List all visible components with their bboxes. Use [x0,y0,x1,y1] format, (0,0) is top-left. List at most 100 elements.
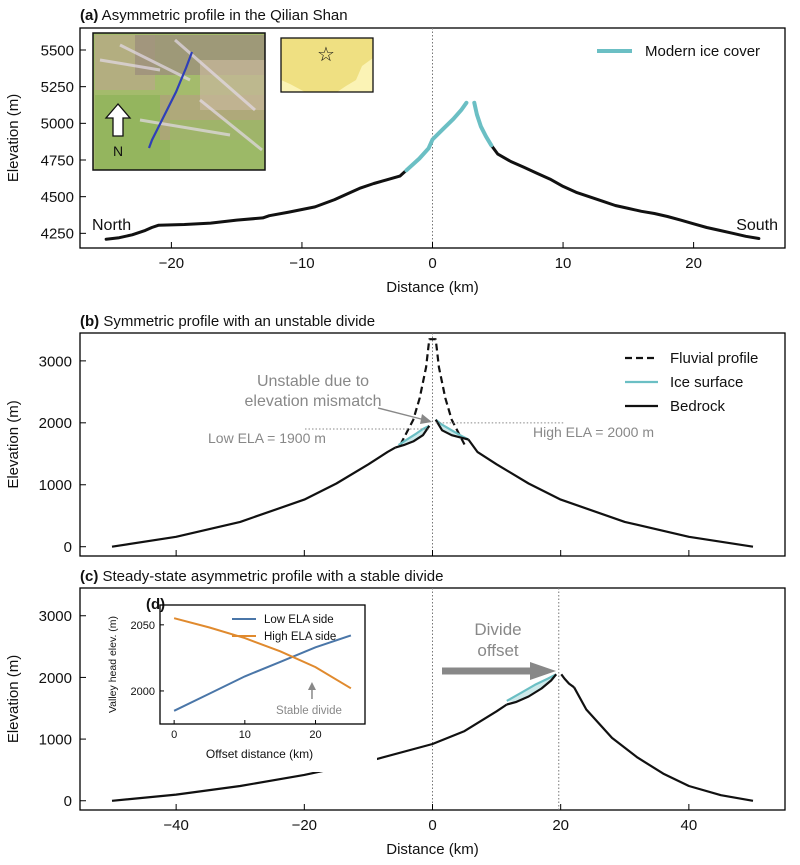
fluvial-profile-line [399,338,466,446]
x-axis-label: Distance (km) [386,841,479,858]
y-tick-label: 5000 [41,116,74,133]
ridge-highlight [99,58,161,72]
panel-c: (c) Steady-state asymmetric profile with… [5,568,786,858]
x-tick-label: 0 [428,255,436,272]
low-ela-side-line [173,634,352,712]
mismatch-arrowhead [420,414,432,424]
x-tick-label: −10 [289,255,314,272]
mismatch-annotation-line: Unstable due to [257,373,369,390]
y-tick-label: 2000 [39,415,72,432]
x-tick-label: 20 [552,817,569,834]
y-tick-label: 4500 [41,189,74,206]
y-axis-label: Elevation (m) [5,94,22,182]
x-axis-label: Offset distance (km) [206,747,313,761]
legend-label-ice-surface: Ice surface [670,374,743,391]
y-axis-label: Elevation (m) [5,655,22,743]
panel-title-text: Asymmetric profile in the Qilian Shan [98,7,347,24]
panel-letter: (b) [80,313,99,330]
x-tick-label: −20 [159,255,184,272]
x-tick-label: 10 [555,255,572,272]
topography-profile-line [489,143,761,240]
topography-profile-line [104,168,408,241]
y-axis-label: Valley head elev. (m) [107,616,119,713]
plot-frame [159,604,366,725]
x-tick-label: 0 [428,817,436,834]
panel-b: (b) Symmetric profile with an unstable d… [5,313,786,557]
panel-a: (a) Asymmetric profile in the Qilian Sha… [5,7,786,296]
y-axis-label: Elevation (m) [5,400,22,488]
panel-title: (c) Steady-state asymmetric profile with… [80,568,444,585]
north-arrow-icon [104,103,132,137]
ridge-highlight [119,43,191,82]
mismatch-annotation-line: elevation mismatch [245,393,382,410]
y-tick-label: 4250 [41,226,74,243]
ridge-highlight [139,118,231,137]
bedrock-line [506,673,558,706]
y-tick-label: 5250 [41,79,74,96]
ice-surface-line [506,673,557,702]
x-tick-label: −40 [163,817,188,834]
low-ela-label: Low ELA = 1900 m [208,430,326,446]
bedrock-line [394,425,431,449]
mismatch-arrow-line [377,407,426,421]
bedrock-line [111,446,396,548]
north-label: North [92,217,131,234]
south-label: South [736,217,778,234]
china-landmass [281,38,373,92]
location-star-icon: ☆ [317,44,335,66]
ice-cover-line [404,100,469,173]
bedrock-line [434,419,469,441]
legend-label-fluvial: Fluvial profile [670,350,758,367]
y-tick-label: 2050 [131,620,155,632]
mismatch-annotation: Unstable due to elevation mismatch [245,373,382,410]
ice-cover-line [472,100,494,148]
x-tick-label: −20 [292,817,317,834]
terrain-patch [200,60,265,110]
panel-title: (b) Symmetric profile with an unstable d… [80,313,375,330]
panel-title-text: Steady-state asymmetric profile with a s… [98,568,443,585]
inset-terrain-map: N [92,32,266,171]
x-tick-label: 10 [239,729,251,741]
divide-offset-label-line2: offset [477,641,519,660]
y-tick-label: 3000 [39,353,72,370]
y-tick-label: 4750 [41,152,74,169]
divide-offset-label-line1: Divide [474,620,521,639]
profile-track-line [147,51,194,149]
high-ela-label: High ELA = 2000 m [533,424,654,440]
panel-title-text: Symmetric profile with an unstable divid… [99,313,375,330]
y-tick-label: 2000 [131,686,155,698]
north-arrow-label: N [113,143,123,159]
locator-frame [280,37,374,93]
bedrock-line [573,686,754,802]
panel-letter: (a) [80,7,98,24]
divide-offset-arrowhead [530,662,556,680]
panel-title: (a) Asymmetric profile in the Qilian Sha… [80,7,348,24]
legend-label-bedrock: Bedrock [670,398,726,415]
stable-divide-arrowhead [307,682,316,690]
x-tick-label: 0 [171,729,177,741]
x-tick-label: 20 [685,255,702,272]
legend-label-low-ela: Low ELA side [264,614,334,626]
stable-divide-label: Stable divide [276,705,342,717]
x-axis-label: Distance (km) [386,279,479,296]
y-tick-label: 1000 [39,731,72,748]
y-tick-label: 0 [64,793,72,810]
map-frame [92,32,266,171]
legend-label-ice: Modern ice cover [645,43,760,60]
terrain-patch [95,95,170,170]
y-tick-label: 5500 [41,42,74,59]
bedrock-line [560,673,575,689]
x-tick-label: 40 [681,817,698,834]
y-tick-label: 1000 [39,477,72,494]
x-tick-label: 20 [309,729,321,741]
y-tick-label: 3000 [39,608,72,625]
inset-locator-map: ☆ [280,37,374,93]
panel-letter: (c) [80,568,98,585]
y-tick-label: 2000 [39,670,72,687]
legend-label-high-ela: High ELA side [264,631,336,643]
y-tick-label: 0 [64,539,72,556]
ridge-highlight [174,38,256,112]
high-ela-side-line [173,617,352,690]
